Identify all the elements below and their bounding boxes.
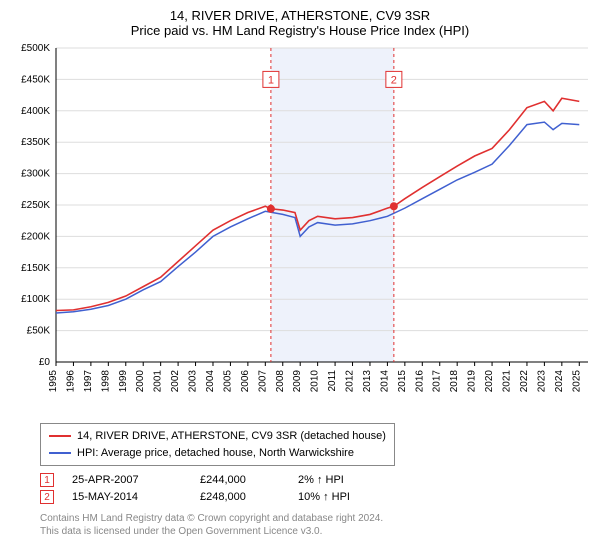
svg-text:1997: 1997 xyxy=(83,370,94,393)
sale-record-2: 2 15-MAY-2014 £248,000 10% ↑ HPI xyxy=(40,490,592,504)
sale-price-2: £248,000 xyxy=(200,491,280,503)
svg-text:2024: 2024 xyxy=(554,370,565,393)
chart-title-block: 14, RIVER DRIVE, ATHERSTONE, CV9 3SR Pri… xyxy=(8,8,592,38)
svg-text:1996: 1996 xyxy=(65,370,76,393)
svg-text:1: 1 xyxy=(268,74,274,86)
svg-text:£200K: £200K xyxy=(21,231,50,242)
legend-label-property: 14, RIVER DRIVE, ATHERSTONE, CV9 3SR (de… xyxy=(77,428,386,445)
chart-title-subtitle: Price paid vs. HM Land Registry's House … xyxy=(8,23,592,38)
svg-text:£100K: £100K xyxy=(21,294,50,305)
price-chart: £0 £50K £100K £150K £200K £250K £300K £350K £400… xyxy=(8,42,592,412)
sale-hpi-2: 10% ↑ HPI xyxy=(298,491,350,503)
svg-text:2012: 2012 xyxy=(345,370,356,393)
footer-line-2: This data is licensed under the Open Gov… xyxy=(40,525,592,538)
svg-text:2: 2 xyxy=(391,74,397,86)
sale-marker-1: 1 xyxy=(40,473,54,487)
svg-text:£300K: £300K xyxy=(21,169,50,180)
svg-text:2019: 2019 xyxy=(467,370,478,393)
svg-text:2016: 2016 xyxy=(414,370,425,393)
svg-text:1995: 1995 xyxy=(48,370,59,393)
svg-text:2006: 2006 xyxy=(240,370,251,393)
sale-record-1: 1 25-APR-2007 £244,000 2% ↑ HPI xyxy=(40,473,592,487)
svg-text:£400K: £400K xyxy=(21,106,50,117)
svg-text:2021: 2021 xyxy=(502,370,513,393)
legend-item-hpi: HPI: Average price, detached house, Nort… xyxy=(49,445,386,462)
footer-line-1: Contains HM Land Registry data © Crown c… xyxy=(40,512,592,525)
svg-text:2014: 2014 xyxy=(379,370,390,393)
svg-text:1998: 1998 xyxy=(100,370,111,393)
svg-text:2001: 2001 xyxy=(153,370,164,393)
svg-text:1999: 1999 xyxy=(118,370,129,393)
chart-container: £0 £50K £100K £150K £200K £250K £300K £350K £400… xyxy=(8,42,592,417)
svg-text:£350K: £350K xyxy=(21,137,50,148)
svg-text:2018: 2018 xyxy=(449,370,460,393)
svg-text:2020: 2020 xyxy=(484,370,495,393)
sale-price-1: £244,000 xyxy=(200,474,280,486)
svg-text:£250K: £250K xyxy=(21,200,50,211)
svg-text:2009: 2009 xyxy=(292,370,303,393)
svg-text:2007: 2007 xyxy=(257,370,268,393)
sale-date-1: 25-APR-2007 xyxy=(72,474,182,486)
svg-text:2022: 2022 xyxy=(519,370,530,393)
svg-text:£50K: £50K xyxy=(27,326,51,337)
svg-text:2002: 2002 xyxy=(170,370,181,393)
legend-swatch-property xyxy=(49,435,71,437)
svg-text:2015: 2015 xyxy=(397,370,408,393)
svg-text:£150K: £150K xyxy=(21,263,50,274)
sale-date-2: 15-MAY-2014 xyxy=(72,491,182,503)
svg-text:£450K: £450K xyxy=(21,74,50,85)
svg-text:2000: 2000 xyxy=(135,370,146,393)
sale-marker-2: 2 xyxy=(40,490,54,504)
svg-text:2023: 2023 xyxy=(536,370,547,393)
legend-label-hpi: HPI: Average price, detached house, Nort… xyxy=(77,445,354,462)
svg-text:£500K: £500K xyxy=(21,43,50,54)
svg-text:2010: 2010 xyxy=(310,370,321,393)
svg-text:2011: 2011 xyxy=(327,370,338,392)
svg-text:2005: 2005 xyxy=(222,370,233,393)
legend-item-property: 14, RIVER DRIVE, ATHERSTONE, CV9 3SR (de… xyxy=(49,428,386,445)
svg-text:2013: 2013 xyxy=(362,370,373,393)
svg-text:2003: 2003 xyxy=(188,370,199,393)
svg-text:2008: 2008 xyxy=(275,370,286,393)
svg-text:£0: £0 xyxy=(39,357,51,368)
sale-records: 1 25-APR-2007 £244,000 2% ↑ HPI 2 15-MAY… xyxy=(40,473,592,504)
sale-hpi-1: 2% ↑ HPI xyxy=(298,474,344,486)
legend: 14, RIVER DRIVE, ATHERSTONE, CV9 3SR (de… xyxy=(40,423,395,466)
chart-title-address: 14, RIVER DRIVE, ATHERSTONE, CV9 3SR xyxy=(8,8,592,23)
footer-attribution: Contains HM Land Registry data © Crown c… xyxy=(40,512,592,538)
svg-text:2017: 2017 xyxy=(432,370,443,393)
legend-swatch-hpi xyxy=(49,452,71,454)
svg-text:2025: 2025 xyxy=(571,370,582,393)
svg-text:2004: 2004 xyxy=(205,370,216,393)
